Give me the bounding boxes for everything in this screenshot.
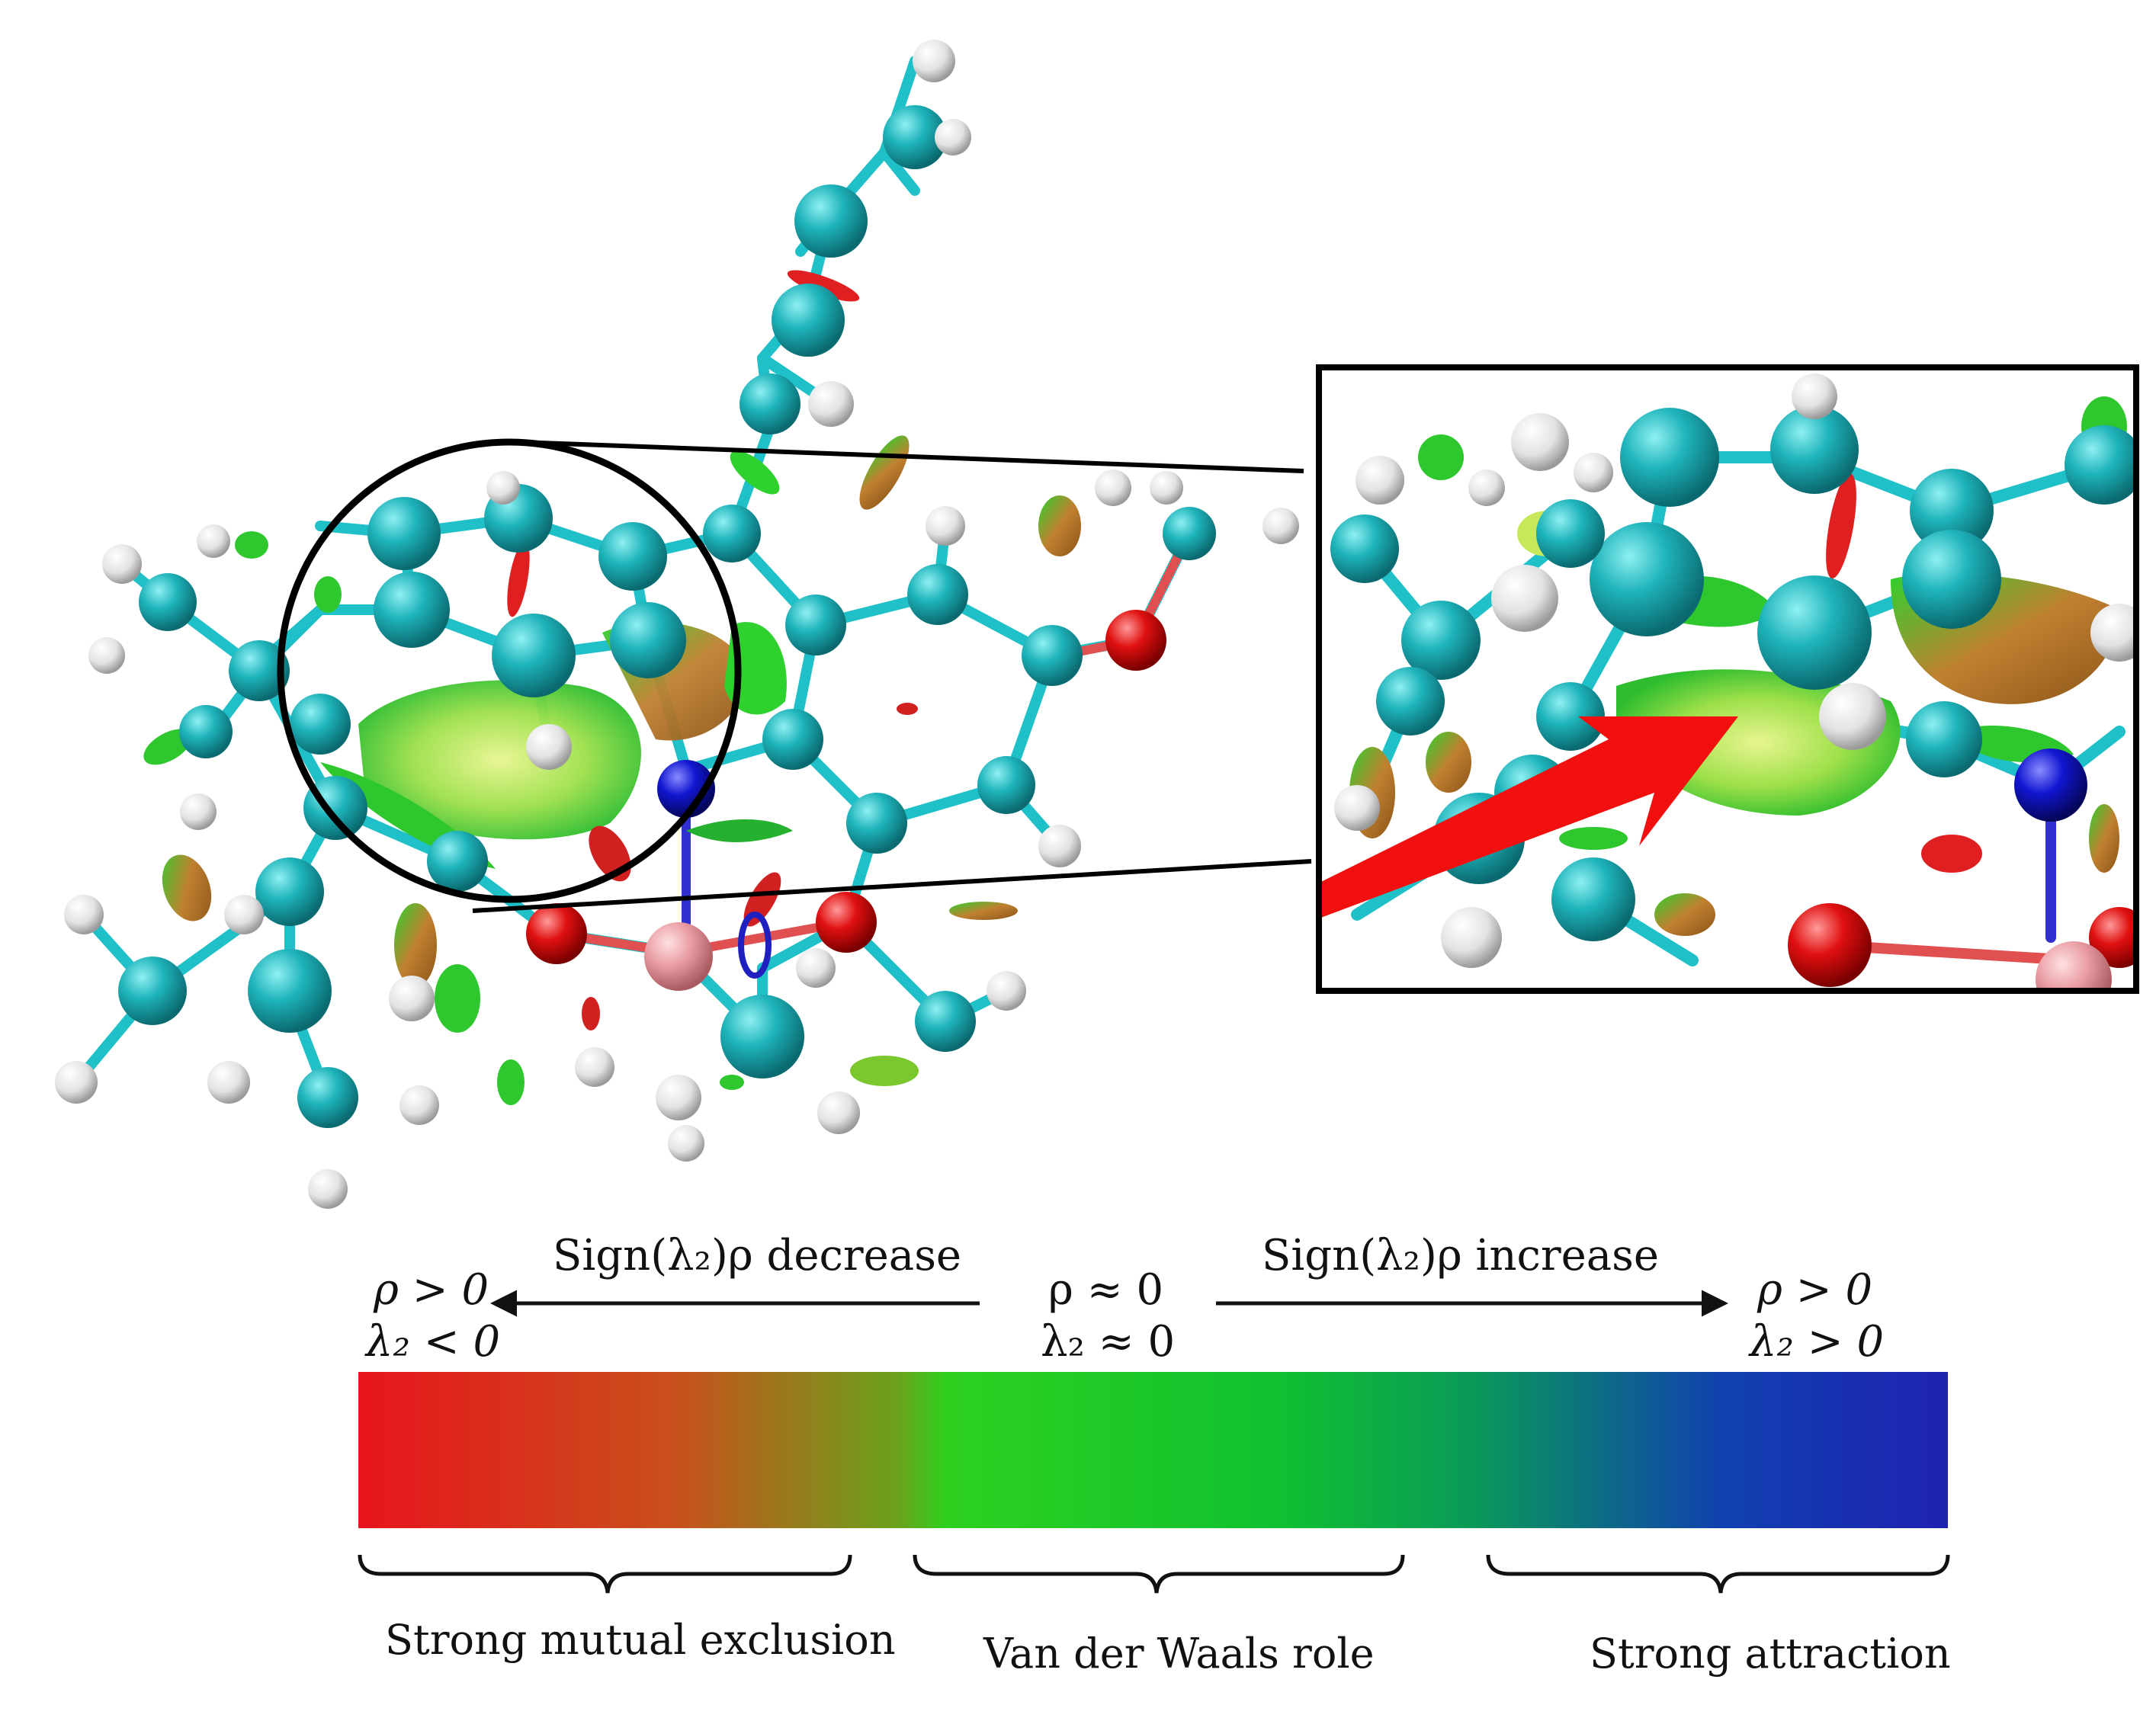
- brace-vdw: [913, 1554, 1405, 1594]
- right-end-lambda: λ₂ > 0: [1750, 1317, 1885, 1367]
- color-scale-legend: Sign(λ₂)ρ decrease Sign(λ₂)ρ increase ρ …: [0, 1189, 2156, 1721]
- zoom-line-bottom: [472, 859, 1312, 913]
- decrease-label: Sign(λ₂)ρ decrease: [553, 1231, 962, 1280]
- highlight-arrow: [1319, 716, 1738, 918]
- boron-atom: [644, 922, 713, 991]
- carbon-atoms: [118, 105, 1216, 1128]
- hydrogen-atoms: [55, 40, 1299, 1209]
- left-end-rho: ρ > 0: [374, 1265, 489, 1315]
- zoom-line-top: [518, 440, 1304, 473]
- region-label-attraction: Strong attraction: [1590, 1630, 1951, 1678]
- region-label-exclusion: Strong mutual exclusion: [385, 1616, 896, 1664]
- brace-attraction: [1486, 1554, 1950, 1594]
- zoom-circle: [277, 438, 742, 903]
- increase-label: Sign(λ₂)ρ increase: [1262, 1231, 1660, 1280]
- zoom-inset: [1316, 364, 2139, 994]
- center-lambda: λ₂ ≈ 0: [1041, 1317, 1176, 1367]
- brace-exclusion: [358, 1554, 852, 1594]
- molecule-illustration: [55, 40, 2139, 1209]
- scale-graphics: [358, 1290, 1950, 1594]
- color-gradient-bar: [358, 1372, 1948, 1528]
- nitrogen-atom: [657, 760, 715, 818]
- oxygen-atoms: [526, 610, 1166, 964]
- left-end-lambda: λ₂ < 0: [366, 1317, 501, 1367]
- center-rho: ρ ≈ 0: [1048, 1265, 1164, 1315]
- hetero-bonds: [552, 529, 1194, 957]
- region-label-vdw: Van der Waals role: [983, 1630, 1375, 1678]
- right-end-rho: ρ > 0: [1757, 1265, 1873, 1315]
